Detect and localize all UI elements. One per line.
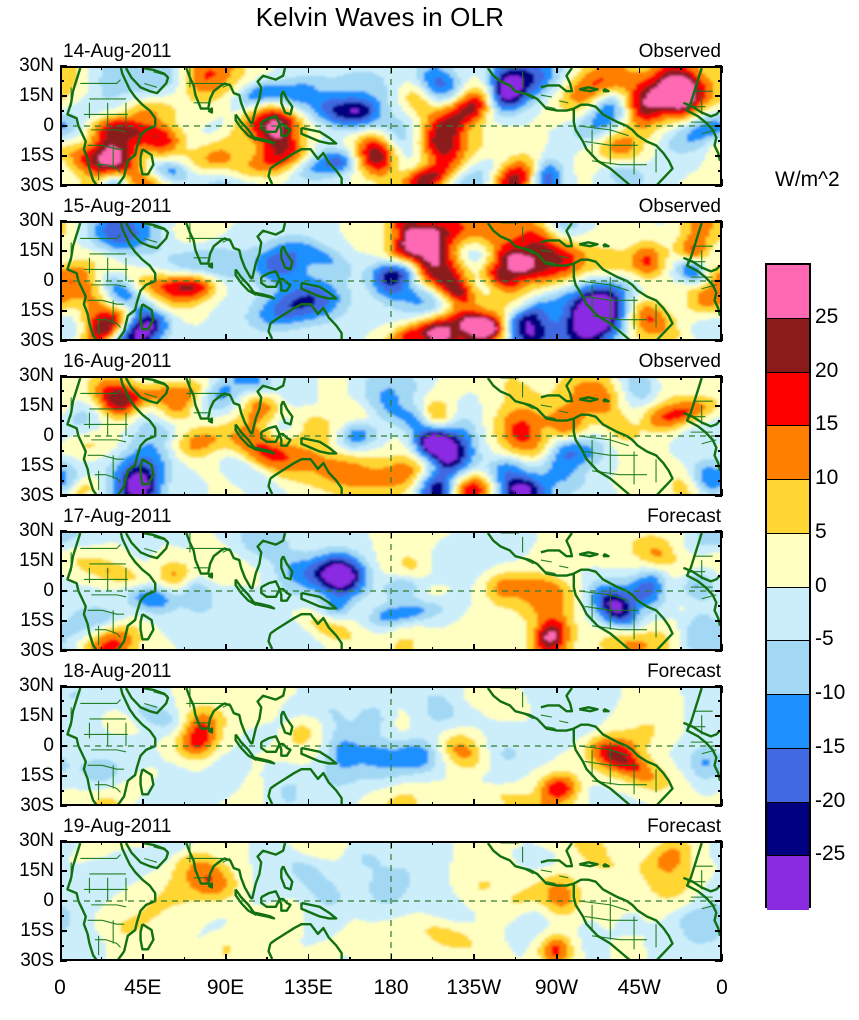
x-axis-labels: 0 45E 90E 135E 180 135W 90W 45W 0 <box>60 976 722 1010</box>
panel-kind-label: Observed <box>639 41 721 63</box>
panel-kind-label: Observed <box>639 351 721 373</box>
x-tick-135W: 135W <box>446 976 501 1000</box>
panel-date-label: 19-Aug-2011 <box>63 816 171 838</box>
colorbar-band-10 <box>767 803 809 857</box>
colorbar-band-8 <box>767 695 809 749</box>
colorbar-band-7 <box>767 641 809 695</box>
y-tick-15N: 15N <box>0 550 54 572</box>
colorbar-tick-25: 25 <box>815 305 838 329</box>
colorbar-tick--15: -15 <box>815 735 845 759</box>
y-tick-15S: 15S <box>0 455 54 477</box>
y-tick-15N: 15N <box>0 240 54 262</box>
map-panel-1[interactable]: 14-Aug-2011 Observed 30N 15N 0 15S 30S <box>60 66 722 186</box>
y-tick-30N: 30N <box>0 210 54 232</box>
colorbar-tick--5: -5 <box>815 627 834 651</box>
colorbar-band-1 <box>767 319 809 373</box>
y-tick-30S: 30S <box>0 640 54 662</box>
y-tick-15S: 15S <box>0 145 54 167</box>
y-tick-30S: 30S <box>0 175 54 197</box>
colorbar[interactable] <box>765 263 811 908</box>
map-panel-2[interactable]: 15-Aug-2011 Observed 30N 15N 0 15S 30S <box>60 221 722 341</box>
map-plot-area[interactable] <box>60 686 722 806</box>
y-tick-30S: 30S <box>0 950 54 972</box>
colorbar-band-9 <box>767 749 809 803</box>
colorbar-band-4 <box>767 480 809 534</box>
colorbar-tick-0: 0 <box>815 574 827 598</box>
y-tick-0: 0 <box>0 425 54 447</box>
colorbar-unit-label: W/m^2 <box>775 168 840 192</box>
colorbar-tick--10: -10 <box>815 681 845 705</box>
colorbar-band-2 <box>767 373 809 427</box>
colorbar-band-11 <box>767 856 809 910</box>
panel-date-label: 15-Aug-2011 <box>63 196 171 218</box>
figure-title: Kelvin Waves in OLR <box>0 2 760 33</box>
y-tick-30N: 30N <box>0 55 54 77</box>
x-tick-90E: 90E <box>207 976 244 1000</box>
y-tick-15S: 15S <box>0 300 54 322</box>
map-panel-4[interactable]: 17-Aug-2011 Forecast 30N 15N 0 15S 30S <box>60 531 722 651</box>
map-plot-area[interactable] <box>60 66 722 186</box>
map-plot-area[interactable] <box>60 376 722 496</box>
y-tick-0: 0 <box>0 115 54 137</box>
panel-kind-label: Forecast <box>647 816 721 838</box>
map-plot-area[interactable] <box>60 841 722 961</box>
y-tick-0: 0 <box>0 890 54 912</box>
panel-date-label: 17-Aug-2011 <box>63 506 171 528</box>
map-plot-area[interactable] <box>60 221 722 341</box>
panel-kind-label: Forecast <box>647 506 721 528</box>
y-tick-30N: 30N <box>0 830 54 852</box>
colorbar-band-0 <box>767 265 809 319</box>
y-tick-0: 0 <box>0 270 54 292</box>
colorbar-band-3 <box>767 426 809 480</box>
panel-date-label: 16-Aug-2011 <box>63 351 171 373</box>
x-tick-45W: 45W <box>618 976 661 1000</box>
x-tick-0: 0 <box>716 976 728 1000</box>
y-tick-15N: 15N <box>0 85 54 107</box>
colorbar-tick--25: -25 <box>815 842 845 866</box>
colorbar-tick-5: 5 <box>815 520 827 544</box>
colorbar-tick--20: -20 <box>815 789 845 813</box>
map-panel-5[interactable]: 18-Aug-2011 Forecast 30N 15N 0 15S 30S <box>60 686 722 806</box>
colorbar-tick-10: 10 <box>815 466 838 490</box>
y-tick-15N: 15N <box>0 705 54 727</box>
y-tick-30S: 30S <box>0 795 54 817</box>
panel-date-label: 18-Aug-2011 <box>63 661 171 683</box>
y-tick-15N: 15N <box>0 860 54 882</box>
y-tick-0: 0 <box>0 580 54 602</box>
y-tick-15S: 15S <box>0 765 54 787</box>
y-tick-15S: 15S <box>0 920 54 942</box>
x-tick-0: 0 <box>54 976 66 1000</box>
y-tick-0: 0 <box>0 735 54 757</box>
colorbar-tick-20: 20 <box>815 359 838 383</box>
colorbar-band-6 <box>767 588 809 642</box>
x-tick-45E: 45E <box>124 976 161 1000</box>
colorbar-band-5 <box>767 534 809 588</box>
map-plot-area[interactable] <box>60 531 722 651</box>
x-tick-135E: 135E <box>284 976 333 1000</box>
x-tick-90W: 90W <box>535 976 578 1000</box>
y-tick-30N: 30N <box>0 520 54 542</box>
y-tick-30S: 30S <box>0 330 54 352</box>
y-tick-30N: 30N <box>0 675 54 697</box>
y-tick-30S: 30S <box>0 485 54 507</box>
y-tick-15S: 15S <box>0 610 54 632</box>
panel-date-label: 14-Aug-2011 <box>63 41 171 63</box>
colorbar-tick-labels: 25 20 15 10 5 0 -5 -10 -15 -20 -25 <box>815 263 859 908</box>
y-tick-15N: 15N <box>0 395 54 417</box>
map-panel-3[interactable]: 16-Aug-2011 Observed 30N 15N 0 15S 30S <box>60 376 722 496</box>
map-panel-6[interactable]: 19-Aug-2011 Forecast 30N 15N 0 15S 30S <box>60 841 722 961</box>
panel-kind-label: Observed <box>639 196 721 218</box>
panel-kind-label: Forecast <box>647 661 721 683</box>
y-tick-30N: 30N <box>0 365 54 387</box>
colorbar-tick-15: 15 <box>815 412 838 436</box>
x-tick-180: 180 <box>373 976 408 1000</box>
